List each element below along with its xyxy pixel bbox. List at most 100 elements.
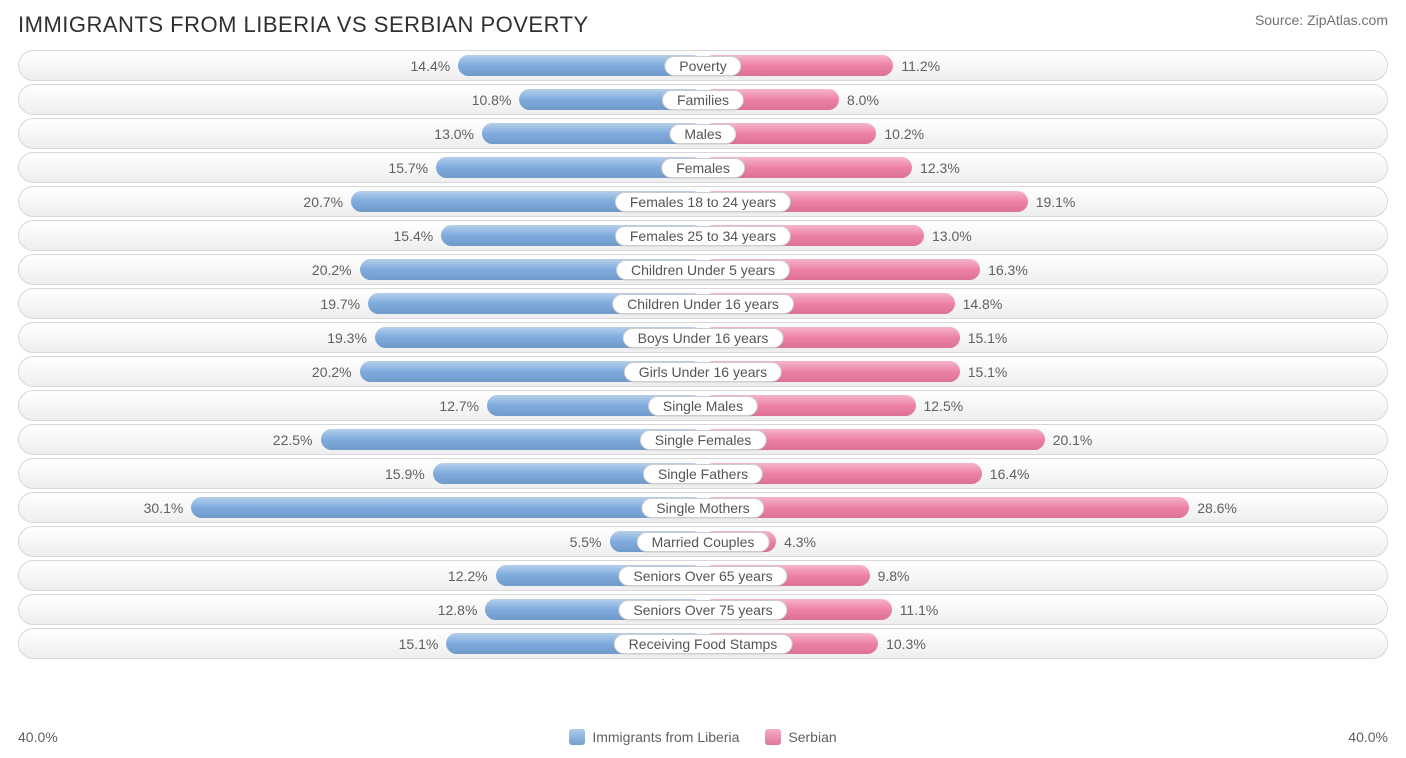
row-left-half: 20.2%	[23, 259, 703, 280]
row-right-half: 15.1%	[703, 361, 1383, 382]
category-label: Single Males	[648, 396, 758, 416]
category-label: Seniors Over 75 years	[618, 600, 787, 620]
row-left-half: 19.7%	[23, 293, 703, 314]
value-right: 12.5%	[916, 398, 972, 414]
row-left-half: 15.1%	[23, 633, 703, 654]
row-left-half: 30.1%	[23, 497, 703, 518]
row-right-half: 9.8%	[703, 565, 1383, 586]
axis-max-right: 40.0%	[1328, 729, 1388, 745]
value-right: 16.3%	[980, 262, 1036, 278]
value-left: 20.2%	[304, 262, 360, 278]
chart-row: 5.5%4.3%Married Couples	[18, 526, 1388, 557]
chart-row: 12.8% 11.1%Seniors Over 75 years	[18, 594, 1388, 625]
chart-row: 15.1%10.3%Receiving Food Stamps	[18, 628, 1388, 659]
row-left-half: 13.0%	[23, 123, 703, 144]
value-right: 8.0%	[839, 92, 887, 108]
chart-row: 13.0% 10.2% Males	[18, 118, 1388, 149]
value-left: 30.1%	[136, 500, 192, 516]
row-right-half: 19.1%	[703, 191, 1383, 212]
source-prefix: Source:	[1255, 12, 1307, 28]
chart-legend: Immigrants from Liberia Serbian	[78, 729, 1328, 745]
row-left-half: 20.2%	[23, 361, 703, 382]
value-right: 19.1%	[1028, 194, 1084, 210]
value-left: 10.8%	[464, 92, 520, 108]
category-label: Females 25 to 34 years	[615, 226, 791, 246]
legend-swatch-left	[569, 729, 585, 745]
row-right-half: 4.3%	[703, 531, 1383, 552]
chart-row: 15.4% 13.0% Females 25 to 34 years	[18, 220, 1388, 251]
row-left-half: 14.4%	[23, 55, 703, 76]
row-right-half: 11.1%	[703, 599, 1383, 620]
row-left-half: 20.7%	[23, 191, 703, 212]
legend-item-left: Immigrants from Liberia	[569, 729, 739, 745]
row-right-half: 13.0%	[703, 225, 1383, 246]
row-right-half: 14.8%	[703, 293, 1383, 314]
row-right-half: 15.1%	[703, 327, 1383, 348]
row-right-half: 16.3%	[703, 259, 1383, 280]
chart-row: 10.8% 8.0% Families	[18, 84, 1388, 115]
value-left: 20.7%	[295, 194, 351, 210]
value-right: 12.3%	[912, 160, 968, 176]
value-right: 10.3%	[878, 636, 934, 652]
chart-footer: 40.0% Immigrants from Liberia Serbian 40…	[18, 726, 1388, 748]
row-left-half: 12.7%	[23, 395, 703, 416]
category-label: Children Under 16 years	[612, 294, 794, 314]
chart-title: IMMIGRANTS FROM LIBERIA VS SERBIAN POVER…	[18, 12, 589, 38]
row-left-half: 22.5%	[23, 429, 703, 450]
row-left-half: 15.4%	[23, 225, 703, 246]
value-left: 22.5%	[265, 432, 321, 448]
row-right-half: 28.6%	[703, 497, 1383, 518]
category-label: Single Fathers	[643, 464, 763, 484]
category-label: Males	[669, 124, 736, 144]
value-left: 15.9%	[377, 466, 433, 482]
chart-header: IMMIGRANTS FROM LIBERIA VS SERBIAN POVER…	[18, 12, 1388, 38]
chart-row: 12.7% 12.5% Single Males	[18, 390, 1388, 421]
source-name: ZipAtlas.com	[1307, 12, 1388, 28]
row-right-half: 16.4%	[703, 463, 1383, 484]
category-label: Poverty	[664, 56, 741, 76]
value-left: 20.2%	[304, 364, 360, 380]
value-right: 16.4%	[982, 466, 1038, 482]
value-right: 28.6%	[1189, 500, 1245, 516]
category-label: Females	[661, 158, 745, 178]
category-label: Seniors Over 65 years	[618, 566, 787, 586]
row-right-half: 12.5%	[703, 395, 1383, 416]
bar-right	[703, 497, 1189, 518]
chart-row: 12.2% 9.8%Seniors Over 65 years	[18, 560, 1388, 591]
category-label: Boys Under 16 years	[623, 328, 784, 348]
row-left-half: 12.8%	[23, 599, 703, 620]
chart-row: 22.5% 20.1%Single Females	[18, 424, 1388, 455]
value-right: 15.1%	[960, 330, 1016, 346]
chart-row: 15.9% 16.4% Single Fathers	[18, 458, 1388, 489]
chart-container: IMMIGRANTS FROM LIBERIA VS SERBIAN POVER…	[0, 0, 1406, 758]
chart-row: 30.1%28.6%Single Mothers	[18, 492, 1388, 523]
row-left-half: 5.5%	[23, 531, 703, 552]
row-left-half: 12.2%	[23, 565, 703, 586]
value-left: 12.2%	[440, 568, 496, 584]
chart-source: Source: ZipAtlas.com	[1255, 12, 1388, 28]
legend-item-right: Serbian	[765, 729, 836, 745]
value-left: 14.4%	[403, 58, 459, 74]
value-left: 5.5%	[562, 534, 610, 550]
value-right: 4.3%	[776, 534, 824, 550]
row-right-half: 10.3%	[703, 633, 1383, 654]
chart-rows: 14.4%11.2%Poverty10.8%8.0%Families13.0%1…	[18, 50, 1388, 720]
category-label: Families	[662, 90, 744, 110]
value-right: 15.1%	[960, 364, 1016, 380]
value-right: 14.8%	[955, 296, 1011, 312]
value-right: 10.2%	[876, 126, 932, 142]
value-left: 12.8%	[430, 602, 486, 618]
category-label: Girls Under 16 years	[624, 362, 782, 382]
legend-label-right: Serbian	[788, 729, 836, 745]
value-left: 19.7%	[312, 296, 368, 312]
value-left: 13.0%	[426, 126, 482, 142]
value-left: 15.7%	[380, 160, 436, 176]
chart-row: 20.2% 15.1% Girls Under 16 years	[18, 356, 1388, 387]
row-right-half: 12.3%	[703, 157, 1383, 178]
row-right-half: 11.2%	[703, 55, 1383, 76]
category-label: Single Females	[640, 430, 767, 450]
legend-swatch-right	[765, 729, 781, 745]
value-right: 13.0%	[924, 228, 980, 244]
value-left: 12.7%	[431, 398, 487, 414]
row-right-half: 20.1%	[703, 429, 1383, 450]
